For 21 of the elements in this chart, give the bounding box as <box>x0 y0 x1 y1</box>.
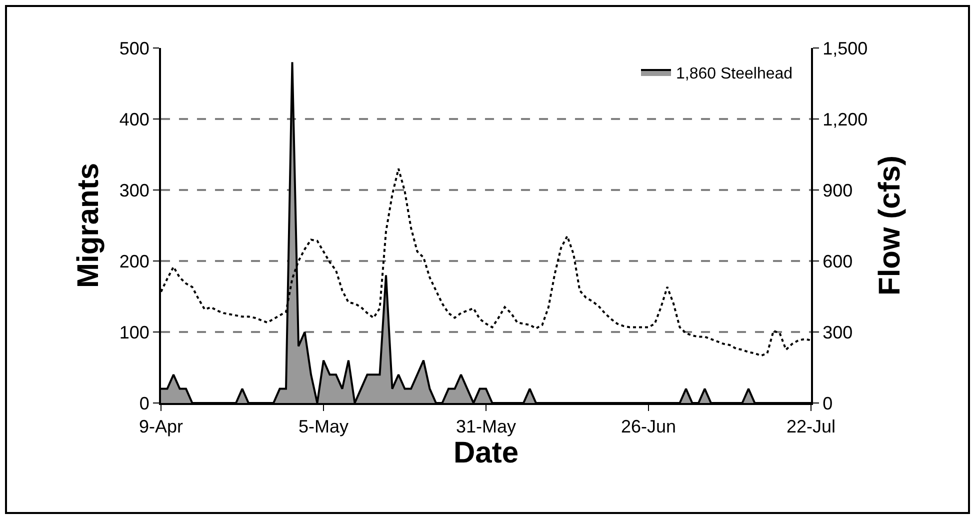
x-tick-label: 26-Jun <box>620 416 676 437</box>
y2-tick-label: 1,500 <box>822 38 868 58</box>
x-tick-label: 9-Apr <box>138 416 184 437</box>
y2-tick-label: 1,200 <box>822 109 868 130</box>
y-tick-label: 0 <box>139 393 150 414</box>
y-tick-label: 500 <box>119 38 150 58</box>
x-tick-label: 22-Jul <box>786 416 836 437</box>
x-tick-label: 31-May <box>456 416 516 437</box>
x-tick-label: 5-May <box>298 416 349 437</box>
y2-tick-label: 300 <box>822 322 853 342</box>
y-tick-label: 400 <box>119 109 150 130</box>
y2-axis-title: Flow (cfs) <box>874 156 907 296</box>
y-tick-label: 100 <box>119 322 150 342</box>
x-axis-title: Date <box>453 436 519 470</box>
y-axis-title: Migrants <box>72 162 105 288</box>
y2-tick-label: 0 <box>822 393 833 414</box>
y2-tick-label: 600 <box>822 251 853 272</box>
legend-label: 1,860 Steelhead <box>676 65 793 82</box>
y2-tick-label: 900 <box>822 180 853 200</box>
y-tick-label: 300 <box>119 180 150 200</box>
y-tick-label: 200 <box>119 251 150 272</box>
